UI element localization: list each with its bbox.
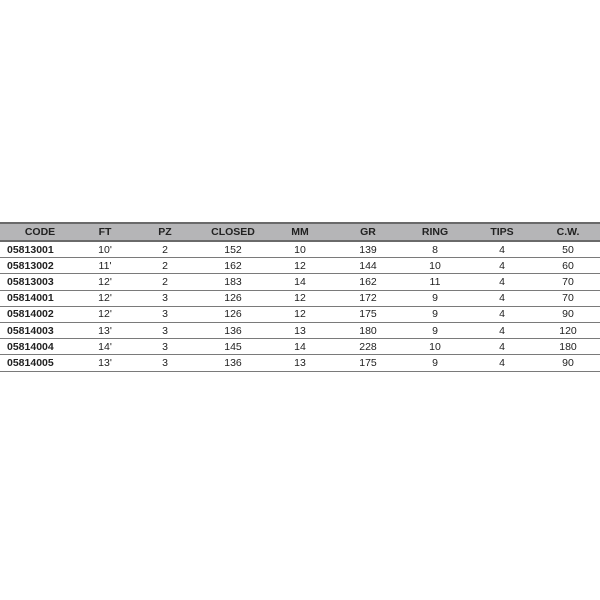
cell-ring: 10 — [402, 338, 468, 356]
cell-mm: 12 — [266, 257, 334, 275]
cell-code: 05813001 — [0, 241, 80, 259]
table-row: 05814002 12' 3 126 12 175 9 4 90 — [0, 306, 600, 323]
column-header-cw: C.W. — [536, 222, 600, 242]
column-header-ring: RING — [402, 222, 468, 242]
cell-gr: 172 — [334, 290, 402, 307]
cell-cw: 70 — [536, 273, 600, 291]
cell-tips: 4 — [468, 338, 536, 356]
cell-ring: 9 — [402, 354, 468, 372]
cell-mm: 14 — [266, 338, 334, 356]
table-row: 05813001 10' 2 152 10 139 8 4 50 — [0, 241, 600, 259]
header-row: CODE FT PZ CLOSED MM GR RING TIPS C.W. — [0, 222, 600, 242]
cell-pz: 3 — [130, 338, 200, 356]
cell-ft: 13' — [80, 322, 130, 340]
cell-mm: 13 — [266, 354, 334, 372]
cell-gr: 175 — [334, 306, 402, 323]
cell-gr: 180 — [334, 322, 402, 340]
cell-ft: 13' — [80, 354, 130, 372]
cell-code: 05814002 — [0, 306, 80, 323]
cell-ft: 14' — [80, 338, 130, 356]
cell-ft: 12' — [80, 306, 130, 323]
cell-ring: 11 — [402, 273, 468, 291]
cell-mm: 10 — [266, 241, 334, 259]
cell-ft: 10' — [80, 241, 130, 259]
cell-tips: 4 — [468, 273, 536, 291]
cell-code: 05814003 — [0, 322, 80, 340]
cell-pz: 3 — [130, 306, 200, 323]
cell-tips: 4 — [468, 306, 536, 323]
cell-tips: 4 — [468, 241, 536, 259]
cell-cw: 90 — [536, 354, 600, 372]
column-header-mm: MM — [266, 222, 334, 242]
cell-ring: 10 — [402, 257, 468, 275]
table-row: 05813003 12' 2 183 14 162 11 4 70 — [0, 273, 600, 291]
cell-gr: 162 — [334, 273, 402, 291]
cell-mm: 12 — [266, 306, 334, 323]
cell-closed: 136 — [200, 322, 266, 340]
cell-cw: 120 — [536, 322, 600, 340]
column-header-gr: GR — [334, 222, 402, 242]
cell-closed: 126 — [200, 306, 266, 323]
cell-ft: 12' — [80, 273, 130, 291]
table-row: 05814004 14' 3 145 14 228 10 4 180 — [0, 338, 600, 356]
cell-gr: 139 — [334, 241, 402, 259]
cell-code: 05814005 — [0, 354, 80, 372]
cell-cw: 180 — [536, 338, 600, 356]
table-row: 05813002 11' 2 162 12 144 10 4 60 — [0, 257, 600, 275]
cell-cw: 60 — [536, 257, 600, 275]
cell-closed: 183 — [200, 273, 266, 291]
cell-tips: 4 — [468, 257, 536, 275]
cell-ft: 12' — [80, 290, 130, 307]
column-header-closed: CLOSED — [200, 222, 266, 242]
cell-closed: 162 — [200, 257, 266, 275]
cell-pz: 3 — [130, 322, 200, 340]
cell-closed: 152 — [200, 241, 266, 259]
cell-pz: 3 — [130, 354, 200, 372]
cell-code: 05814004 — [0, 338, 80, 356]
column-header-ft: FT — [80, 222, 130, 242]
cell-mm: 12 — [266, 290, 334, 307]
spec-table: CODE FT PZ CLOSED MM GR RING TIPS C.W. 05813001 1… — [0, 222, 600, 372]
cell-code: 05813003 — [0, 273, 80, 291]
column-header-pz: PZ — [130, 222, 200, 242]
cell-ring: 9 — [402, 290, 468, 307]
cell-pz: 2 — [130, 257, 200, 275]
cell-tips: 4 — [468, 354, 536, 372]
cell-ring: 8 — [402, 241, 468, 259]
cell-tips: 4 — [468, 290, 536, 307]
cell-ft: 11' — [80, 257, 130, 275]
cell-pz: 2 — [130, 273, 200, 291]
cell-ring: 9 — [402, 322, 468, 340]
column-header-code: CODE — [0, 222, 80, 242]
cell-ring: 9 — [402, 306, 468, 323]
cell-cw: 70 — [536, 290, 600, 307]
cell-cw: 90 — [536, 306, 600, 323]
cell-gr: 175 — [334, 354, 402, 372]
cell-mm: 13 — [266, 322, 334, 340]
cell-pz: 3 — [130, 290, 200, 307]
cell-closed: 145 — [200, 338, 266, 356]
column-header-tips: TIPS — [468, 222, 536, 242]
cell-gr: 228 — [334, 338, 402, 356]
cell-code: 05814001 — [0, 290, 80, 307]
cell-mm: 14 — [266, 273, 334, 291]
cell-pz: 2 — [130, 241, 200, 259]
cell-cw: 50 — [536, 241, 600, 259]
cell-tips: 4 — [468, 322, 536, 340]
table-row: 05814003 13' 3 136 13 180 9 4 120 — [0, 322, 600, 340]
cell-closed: 126 — [200, 290, 266, 307]
table-row: 05814001 12' 3 126 12 172 9 4 70 — [0, 290, 600, 307]
table-row: 05814005 13' 3 136 13 175 9 4 90 — [0, 354, 600, 372]
cell-code: 05813002 — [0, 257, 80, 275]
cell-gr: 144 — [334, 257, 402, 275]
cell-closed: 136 — [200, 354, 266, 372]
